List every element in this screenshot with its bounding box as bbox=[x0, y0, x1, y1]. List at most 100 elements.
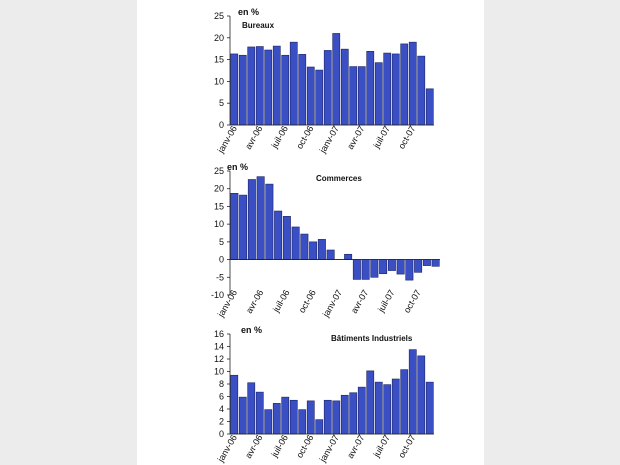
chart-commerces-bar-févr-07 bbox=[344, 253, 353, 260]
chart-batiments-x-tick-label: avr-06 bbox=[243, 433, 264, 460]
chart-bureaux-y-tick-label: 10 bbox=[214, 76, 224, 86]
chart-commerces-bar-déc-06 bbox=[326, 249, 335, 260]
chart-commerces-bar-mars-07 bbox=[352, 259, 361, 280]
chart-commerces-bar-juin-07 bbox=[379, 259, 388, 275]
chart-commerces-bar-juil-07 bbox=[387, 259, 396, 271]
chart-bureaux-unit: en % bbox=[238, 7, 259, 17]
chart-commerces-bar-mars-06 bbox=[247, 179, 256, 260]
chart-commerces-x-tick-label: oct-06 bbox=[297, 288, 318, 315]
chart-bureaux-bar-août-07 bbox=[391, 53, 400, 126]
chart-commerces-x-tick-label: janv-07 bbox=[320, 288, 344, 319]
chart-commerces-y-tick-label: 10 bbox=[214, 219, 224, 229]
chart-commerces-bar-mai-07 bbox=[370, 259, 379, 278]
chart-batiments-x-tick-label: oct-07 bbox=[396, 433, 417, 460]
chart-batiments-bar-nov-06 bbox=[315, 419, 324, 435]
chart-commerces-bar-janv-06 bbox=[230, 193, 239, 260]
chart-bureaux-bar-mars-06 bbox=[247, 46, 256, 126]
chart-bureaux-bar-janv-07 bbox=[332, 33, 341, 126]
chart-bureaux-bar-juil-07 bbox=[383, 52, 392, 126]
chart-batiments-title: Bâtiments Industriels bbox=[331, 334, 413, 343]
chart-batiments-x-tick-label: janv-07 bbox=[317, 433, 341, 464]
chart-commerces-bar-nov-06 bbox=[317, 239, 326, 260]
chart-commerces-bar-mai-06 bbox=[265, 183, 274, 260]
chart-commerces-bar-oct-07 bbox=[414, 259, 423, 273]
chart-commerces-bar-juil-06 bbox=[282, 216, 291, 260]
chart-batiments-bar-juil-06 bbox=[281, 396, 290, 435]
chart-commerces-y-tick-label: -10 bbox=[211, 290, 224, 300]
chart-batiments-y-tick-label: 10 bbox=[214, 367, 224, 377]
chart-commerces-y-tick-label: 5 bbox=[219, 237, 224, 247]
chart-bureaux-y-tick-label: 0 bbox=[219, 120, 224, 130]
chart-batiments-bar-mars-06 bbox=[247, 382, 256, 435]
chart-bureaux-bar-sept-06 bbox=[298, 54, 307, 126]
chart-commerces-bar-avr-06 bbox=[256, 176, 265, 260]
chart-commerces-bar-févr-06 bbox=[239, 194, 248, 260]
chart-commerces-y-tick-label: 20 bbox=[214, 184, 224, 194]
chart-batiments-unit: en % bbox=[241, 325, 262, 335]
chart-batiments-bar-juin-07 bbox=[374, 381, 383, 435]
chart-commerces-bar-oct-06 bbox=[309, 241, 318, 260]
chart-commerces-x-tick-label: juil-07 bbox=[375, 288, 396, 315]
chart-bureaux-x-tick-label: avr-06 bbox=[243, 124, 264, 151]
chart-commerces-bar-déc-07 bbox=[431, 259, 440, 267]
chart-batiments-bar-sept-07 bbox=[400, 369, 409, 435]
chart-commerces-x-tick-label: oct-07 bbox=[402, 288, 423, 315]
chart-batiments-y-tick-label: 2 bbox=[219, 417, 224, 427]
chart-bureaux-bar-déc-06 bbox=[323, 50, 332, 126]
chart-batiments-bar-avr-07 bbox=[357, 386, 366, 435]
chart-bureaux-bar-avr-06 bbox=[255, 46, 264, 126]
chart-bureaux-y-tick-label: 5 bbox=[219, 98, 224, 108]
chart-bureaux-x-tick-label: juil-06 bbox=[269, 124, 290, 151]
chart-commerces-y-tick-label: 15 bbox=[214, 201, 224, 211]
chart-commerces-bar-sept-07 bbox=[405, 259, 414, 281]
chart-batiments-bar-déc-06 bbox=[323, 399, 332, 435]
chart-commerces-bar-août-07 bbox=[396, 259, 405, 275]
chart-batiments-bar-oct-07 bbox=[408, 349, 417, 435]
chart-commerces-bar-juin-06 bbox=[274, 210, 283, 260]
chart-bureaux-x-tick-label: juil-07 bbox=[371, 124, 392, 151]
chart-batiments-bar-févr-07 bbox=[340, 394, 349, 435]
chart-batiments-x-tick-label: oct-06 bbox=[294, 433, 315, 460]
chart-bureaux-bar-févr-07 bbox=[340, 48, 349, 126]
chart-bureaux-x-tick-label: oct-06 bbox=[294, 124, 315, 151]
chart-batiments-bar-janv-07 bbox=[332, 400, 341, 435]
chart-batiments-bar-nov-07 bbox=[417, 355, 426, 435]
chart-commerces-y-tick-label: 0 bbox=[219, 255, 224, 265]
chart-batiments-x-tick-label: juil-07 bbox=[371, 433, 392, 460]
chart-bureaux-x-tick-label: oct-07 bbox=[396, 124, 417, 151]
chart-batiments-x-tick-label: juil-06 bbox=[269, 433, 290, 460]
chart-bureaux-x-tick-label: janv-07 bbox=[317, 124, 341, 155]
chart-batiments-bar-août-06 bbox=[289, 399, 298, 435]
chart-batiments-y-tick-label: 14 bbox=[214, 342, 224, 352]
chart-commerces-unit: en % bbox=[227, 162, 248, 172]
chart-bureaux-bar-nov-06 bbox=[315, 69, 324, 126]
chart-batiments-y-tick-label: 12 bbox=[214, 354, 224, 364]
chart-bureaux-bar-mai-07 bbox=[366, 51, 375, 126]
chart-bureaux-bar-mars-07 bbox=[349, 66, 358, 126]
chart-batiments-y-tick-label: 4 bbox=[219, 404, 224, 414]
chart-batiments-bar-août-07 bbox=[391, 378, 400, 435]
chart-bureaux-bar-nov-07 bbox=[417, 55, 426, 126]
chart-commerces-x-tick-label: juil-06 bbox=[270, 288, 291, 315]
chart-bureaux-bar-juin-06 bbox=[272, 45, 281, 126]
chart-batiments-industriels: en % Bâtiments Industriels 0 2 4 6 8 10 12 14 16… bbox=[214, 325, 434, 464]
chart-bureaux-bar-févr-06 bbox=[238, 54, 247, 126]
chart-batiments-bar-juin-06 bbox=[272, 403, 281, 435]
chart-bureaux-bar-juil-06 bbox=[281, 54, 290, 126]
chart-batiments-bar-oct-06 bbox=[306, 400, 315, 435]
chart-bureaux-bar-oct-07 bbox=[408, 41, 417, 126]
chart-commerces-x-tick-label: avr-07 bbox=[349, 288, 370, 315]
chart-batiments-bar-févr-06 bbox=[238, 396, 247, 435]
chart-bureaux-bar-oct-06 bbox=[306, 66, 315, 126]
chart-commerces-y-tick-label: -5 bbox=[216, 272, 224, 282]
chart-batiments-y-tick-label: 0 bbox=[219, 429, 224, 439]
chart-batiments-bar-sept-06 bbox=[298, 409, 307, 435]
chart-bureaux-bar-janv-06 bbox=[230, 53, 239, 126]
chart-batiments-bar-déc-07 bbox=[425, 381, 434, 435]
chart-batiments-y-tick-label: 6 bbox=[219, 392, 224, 402]
chart-commerces-bar-nov-07 bbox=[422, 259, 431, 266]
chart-batiments-bar-juil-07 bbox=[383, 384, 392, 435]
chart-batiments-bar-mars-07 bbox=[349, 392, 358, 435]
